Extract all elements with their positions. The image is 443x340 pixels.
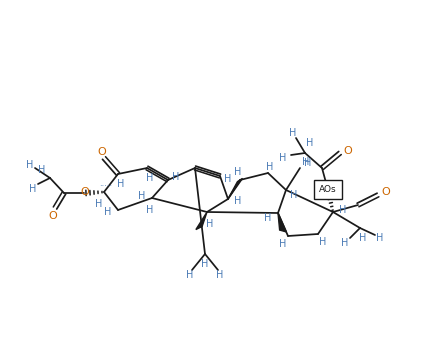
Text: H: H [290,190,298,200]
Text: H: H [341,238,349,248]
Text: H: H [306,138,314,148]
Text: H: H [172,172,180,182]
Text: H: H [280,239,287,249]
Text: O: O [381,187,390,197]
Text: H: H [339,205,347,215]
Text: H: H [26,160,34,170]
Text: H: H [38,165,46,175]
Text: H: H [280,153,287,163]
Text: H: H [117,179,124,189]
Text: H: H [234,196,242,206]
Text: O: O [97,147,106,157]
Text: H: H [376,233,384,243]
Text: O: O [81,187,89,197]
Text: ·····: ····· [99,183,113,191]
Text: H: H [319,237,326,247]
Text: H: H [95,199,103,209]
Text: H: H [138,191,146,201]
Text: H: H [29,184,37,194]
Text: H: H [146,173,154,183]
Text: H: H [264,213,272,223]
Text: O: O [49,211,58,221]
Text: H: H [289,128,297,138]
Text: H: H [224,174,232,184]
Text: H: H [266,162,274,172]
Text: H: H [187,270,194,280]
Text: H: H [304,158,312,168]
Text: H: H [206,219,214,229]
Text: H: H [359,233,367,243]
Polygon shape [278,213,286,232]
Text: H: H [104,207,112,217]
Text: H: H [216,270,224,280]
Text: H: H [234,167,242,177]
Polygon shape [228,178,242,199]
Text: H: H [201,259,209,269]
Polygon shape [196,212,207,230]
Text: AOs: AOs [319,186,337,194]
Text: O: O [344,146,352,156]
Text: H: H [302,157,310,167]
Text: H: H [146,205,154,215]
FancyBboxPatch shape [314,180,342,199]
